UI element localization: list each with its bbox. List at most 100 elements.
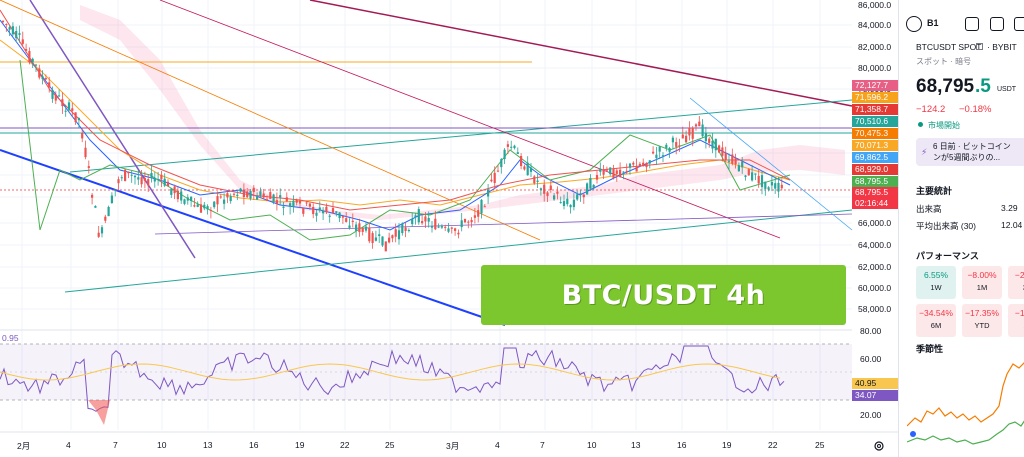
candle-body	[586, 183, 589, 195]
candle-body	[708, 138, 711, 143]
candle-body	[180, 191, 183, 201]
symbol-name[interactable]: BTCUSDT SPOT	[916, 42, 982, 52]
news-card[interactable]: ⚡ 6 日前 · ビットコイン ンが5週間ぶりの...	[916, 138, 1024, 166]
gear-icon[interactable]	[873, 440, 885, 452]
candle-body	[206, 206, 209, 210]
candle-body	[176, 190, 179, 200]
candle-body	[533, 176, 536, 184]
candle-body	[569, 204, 572, 208]
chart-area[interactable]: 86,000.084,000.082,000.080,000.078,000.0…	[0, 0, 898, 457]
candle-body	[216, 196, 219, 205]
candle-body	[477, 210, 480, 217]
candle-body	[150, 172, 153, 179]
candle-body	[427, 217, 430, 222]
performance-cell-1m[interactable]: −8.00% 1M	[962, 266, 1002, 299]
candle-body	[15, 30, 18, 39]
grid-icon[interactable]	[965, 17, 979, 31]
candle-body	[602, 170, 605, 175]
candle-body	[196, 204, 199, 207]
candle-body	[249, 190, 252, 199]
time-axis-label: 4	[495, 440, 500, 450]
price-currency: USDT	[997, 86, 1017, 93]
performance-cell-3m[interactable]: −21.32 3M	[1008, 266, 1024, 299]
account-badge-icon[interactable]	[906, 16, 922, 32]
time-axis-label: 16	[677, 440, 687, 450]
candle-body	[490, 179, 493, 182]
candle-body	[404, 227, 407, 231]
ma-line-1	[0, 19, 791, 231]
candle-body	[500, 159, 503, 168]
candle-body	[513, 145, 516, 149]
candle-body	[691, 128, 694, 139]
candle-body	[523, 166, 526, 170]
price-axis-label: 64,000.0	[858, 240, 892, 250]
candle-body	[8, 27, 11, 30]
seasonality-marker	[910, 431, 916, 437]
candle-body	[315, 212, 318, 216]
performance-cell-ytd[interactable]: −17.35% YTD	[962, 304, 1002, 337]
price-axis-label: 86,000.0	[858, 0, 892, 10]
candle-body	[302, 208, 305, 214]
candle-body	[625, 170, 628, 172]
candle-body	[391, 235, 394, 239]
rsi-left-value: 0.95	[2, 333, 19, 343]
more-icon[interactable]	[1014, 17, 1024, 31]
candle-body	[599, 168, 602, 172]
rsi-pane	[0, 329, 898, 433]
candle-body	[143, 178, 146, 181]
candle-body	[272, 194, 275, 202]
candle-body	[619, 169, 622, 177]
seasonality-chart[interactable]	[907, 356, 1024, 456]
exchange-name: · BYBIT	[987, 42, 1017, 52]
edit-icon[interactable]	[990, 17, 1004, 31]
time-axis-label: 10	[157, 440, 167, 450]
candle-body	[612, 168, 615, 179]
candle-body	[289, 203, 292, 207]
price-tag: 70,071.3	[852, 140, 898, 151]
candle-body	[526, 162, 529, 176]
candle-body	[638, 163, 641, 166]
performance-period: 1Y	[1008, 321, 1024, 330]
rsi-axis-label: 60.00	[860, 354, 882, 364]
candle-body	[675, 142, 678, 147]
purple-diag-line	[29, 0, 196, 259]
pink-diag-line	[159, 0, 781, 239]
symbol-subtitle: スポット · 暗号	[916, 57, 972, 66]
ma-line-3	[0, 9, 791, 211]
candle-body	[506, 144, 509, 147]
performance-cell-6m[interactable]: −34.54% 6M	[916, 304, 956, 337]
symbol-row[interactable]: BTCUSDT SPOT · BYBIT	[899, 42, 1024, 54]
performance-cell-1y[interactable]: −17.03 1Y	[1008, 304, 1024, 337]
seasonality-line-green	[907, 420, 1024, 445]
external-link-icon[interactable]	[976, 43, 983, 50]
candle-body	[114, 189, 117, 191]
performance-value: 6.55%	[923, 270, 949, 280]
price-tag: 02:16:44	[852, 198, 898, 209]
price-axis-label: 84,000.0	[858, 20, 892, 30]
candle-body	[661, 155, 665, 157]
candle-body	[358, 223, 361, 233]
candle-body	[401, 223, 404, 234]
price-axis-label: 62,000.0	[858, 262, 892, 272]
time-axis-label: 7	[113, 440, 118, 450]
stat-avg-volume-label: 平均出来高 (30)	[916, 221, 976, 231]
candle-body	[71, 108, 74, 111]
candle-body	[711, 140, 714, 149]
price-axis-label: 60,000.0	[858, 283, 892, 293]
time-axis-label: 25	[385, 440, 395, 450]
candle-body	[5, 23, 8, 25]
price-chart[interactable]	[0, 0, 898, 457]
candle-body	[688, 127, 691, 136]
candle-body	[668, 148, 671, 152]
candle-body	[183, 199, 186, 204]
candle-body	[694, 124, 698, 127]
candle-body	[331, 208, 335, 213]
price-change-pct: −0.18%	[959, 104, 992, 115]
candle-body	[539, 188, 542, 190]
rsi-axis-label: 80.00	[860, 326, 882, 336]
performance-cell-1w[interactable]: 6.55% 1W	[916, 266, 956, 299]
candle-body	[239, 188, 242, 192]
trend-lines	[0, 0, 853, 326]
candle-body	[374, 237, 377, 241]
candle-body	[678, 145, 681, 147]
